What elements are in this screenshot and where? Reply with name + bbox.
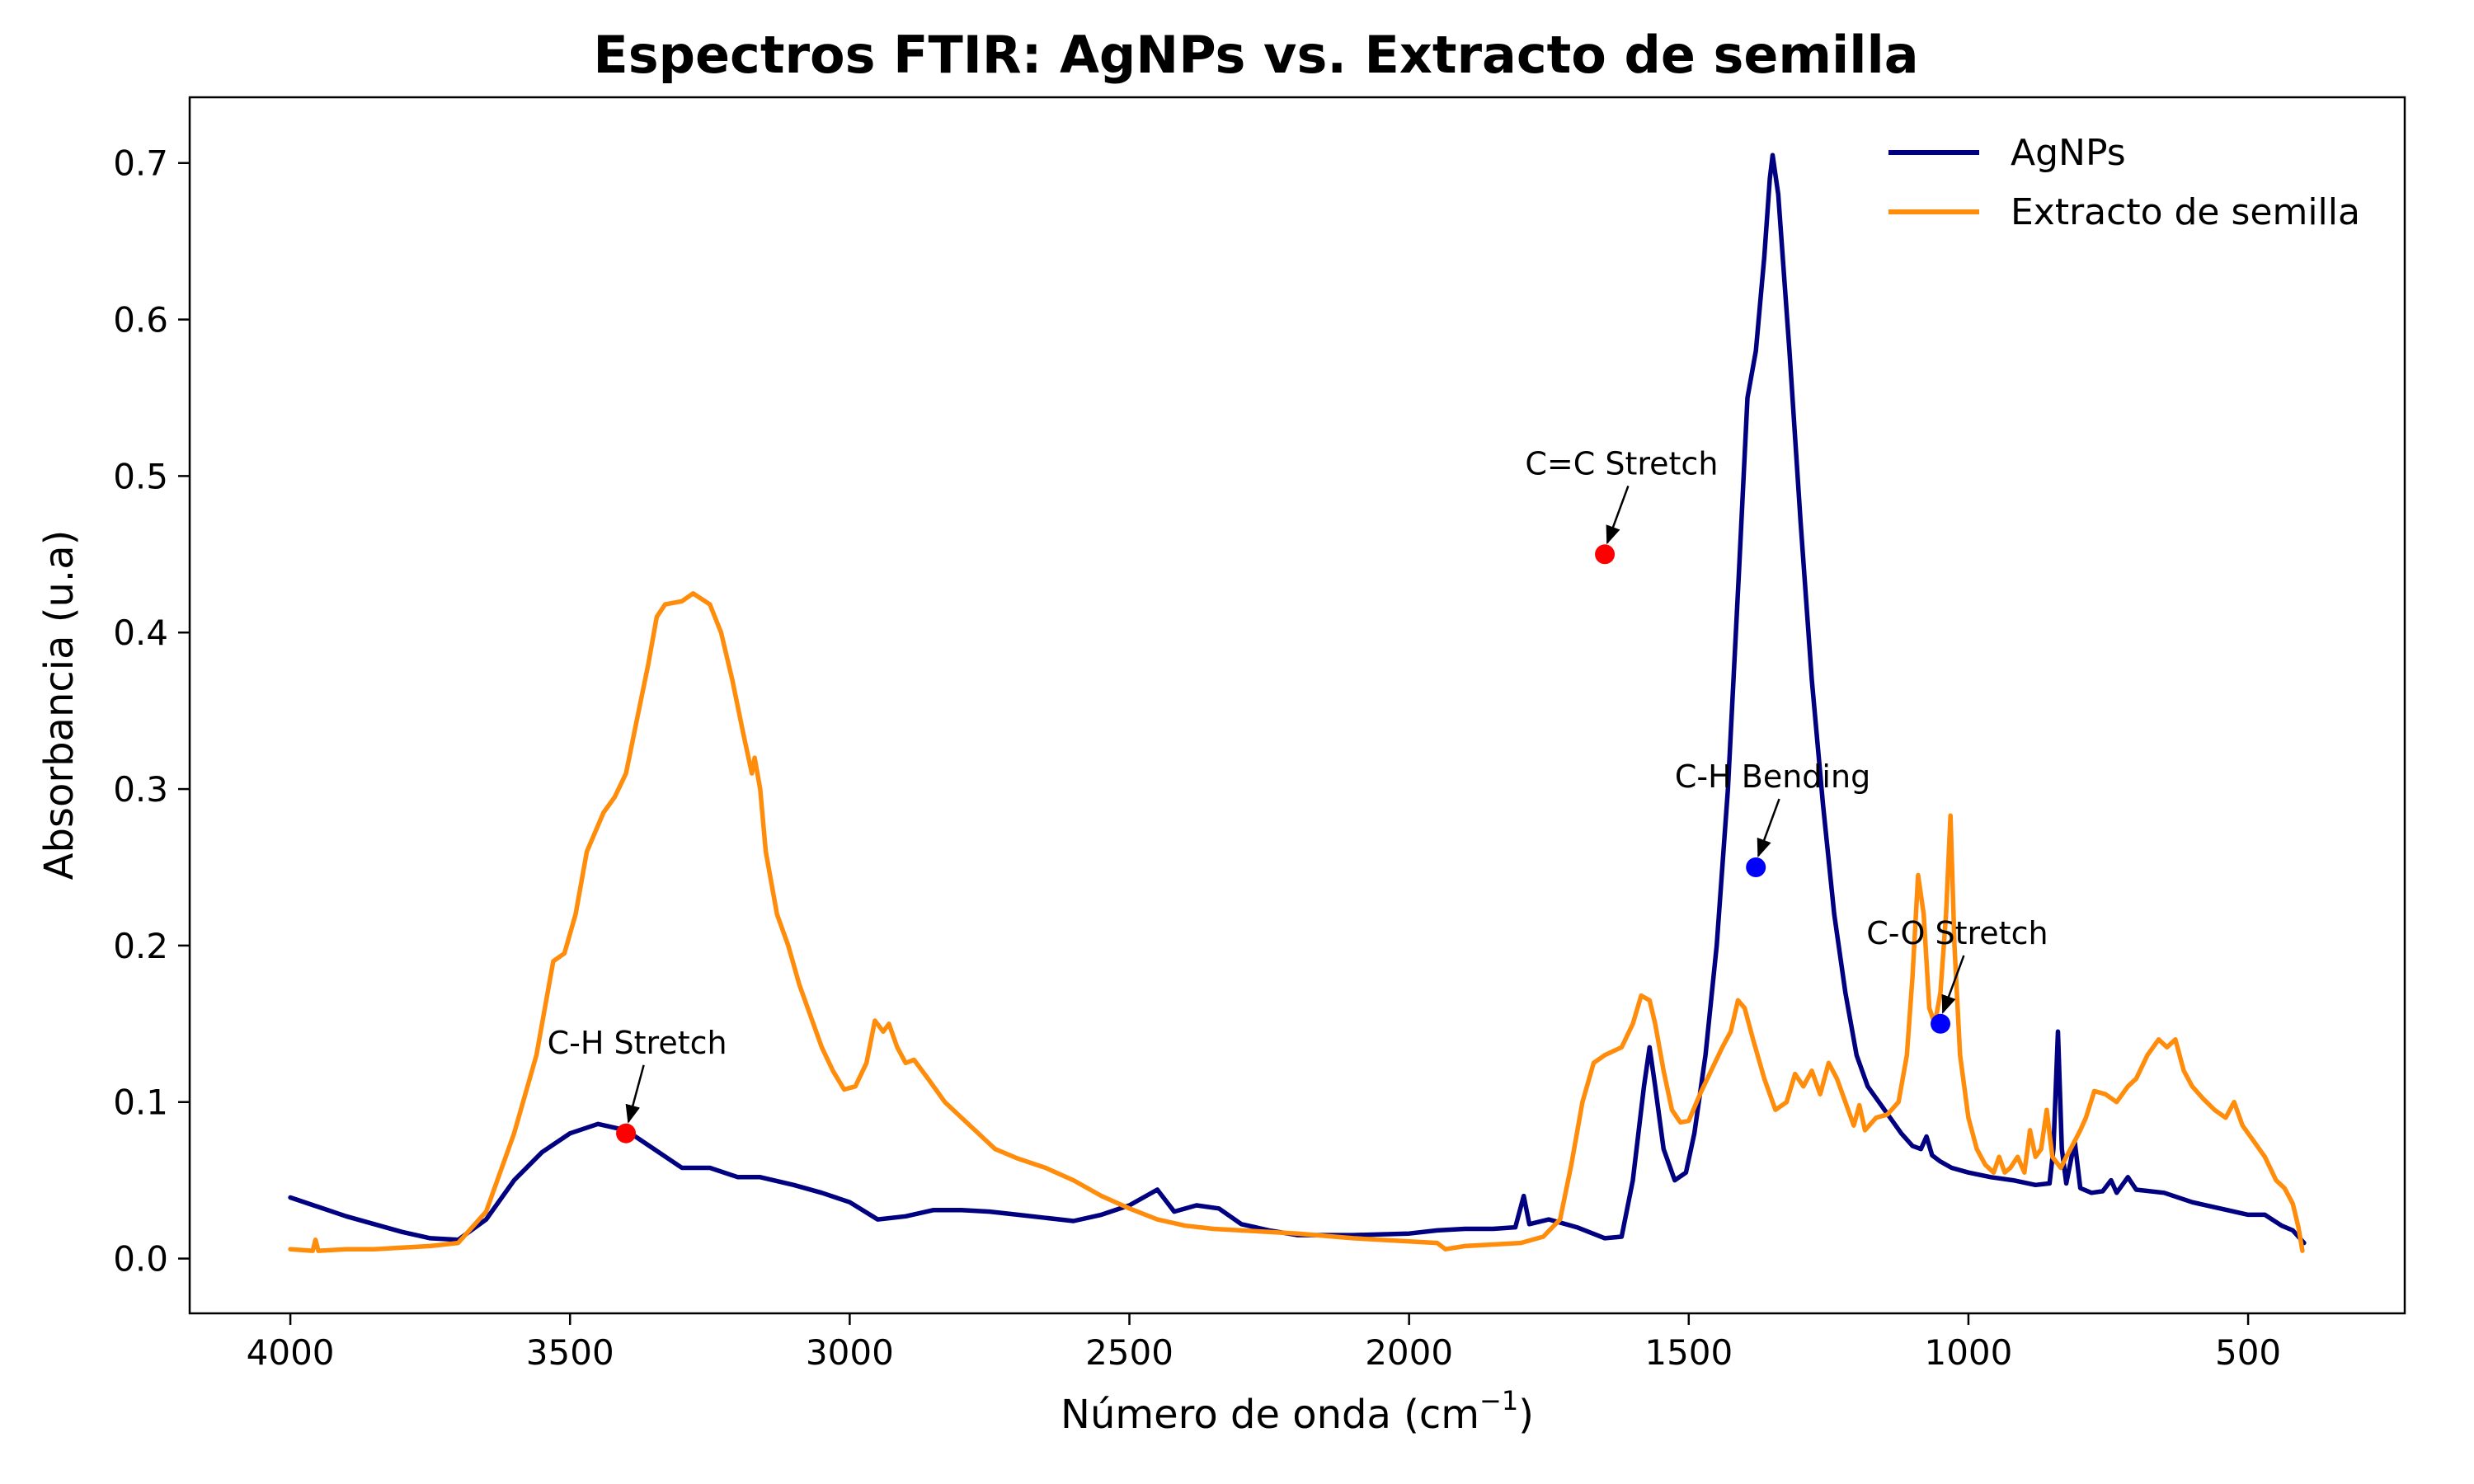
y-tick-label-6: 0.6 <box>113 300 168 340</box>
annotation-point-0 <box>616 1123 637 1144</box>
series-line-0 <box>288 153 2307 1246</box>
legend-label-agnps: AgNPs <box>2011 132 2126 174</box>
x-tick-label-2: 3000 <box>806 1332 894 1373</box>
x-axis-label-superscript: −1 <box>1479 1385 1518 1416</box>
chart-title: Espectros FTIR: AgNPs vs. Extracto de se… <box>593 25 1918 85</box>
annotation-point-1 <box>1595 544 1616 565</box>
y-axis-ticks: 0.0 0.1 0.2 0.3 0.4 0.5 0.6 0.7 <box>113 143 190 1280</box>
x-axis-ticks: 4000 3500 3000 2500 2000 1500 1000 500 <box>247 1313 2281 1373</box>
annotation-arrow-3 <box>1941 955 1965 1014</box>
series-line-1 <box>288 591 2305 1253</box>
x-axis-label-tail: ) <box>1518 1392 1534 1438</box>
annotation-arrow-2 <box>1757 798 1780 858</box>
y-tick-label-2: 0.2 <box>113 926 168 966</box>
annotation-arrow-1 <box>1606 485 1630 545</box>
x-tick-label-0: 4000 <box>247 1332 335 1373</box>
y-tick-label-1: 0.1 <box>113 1082 168 1123</box>
x-tick-label-1: 3500 <box>526 1332 614 1373</box>
y-tick-label-7: 0.7 <box>113 143 168 184</box>
x-tick-label-4: 2000 <box>1365 1332 1453 1373</box>
legend-label-extracto: Extracto de semilla <box>2011 191 2360 233</box>
annotation-point-2 <box>1746 857 1766 877</box>
x-tick-label-5: 1500 <box>1644 1332 1733 1373</box>
x-tick-label-6: 1000 <box>1924 1332 2012 1373</box>
y-tick-label-4: 0.4 <box>113 613 168 653</box>
annotations-layer: C-H Stretch C=C Stretch C-H Bending C-O Str… <box>548 445 2048 1144</box>
x-axis-label: Número de onda (cm−1) <box>1061 1385 1534 1438</box>
annotation-label-1: C=C Stretch <box>1525 445 1718 481</box>
x-tick-label-7: 500 <box>2215 1332 2281 1373</box>
x-axis-label-main: Número de onda (cm <box>1061 1392 1479 1438</box>
x-tick-label-3: 2500 <box>1085 1332 1174 1373</box>
annotation-arrow-0 <box>625 1064 645 1124</box>
series-layer <box>288 153 2307 1253</box>
y-tick-label-0: 0.0 <box>113 1239 168 1280</box>
y-tick-label-3: 0.3 <box>113 769 168 810</box>
plot-frame <box>188 96 2406 1315</box>
annotation-label-2: C-H Bending <box>1675 758 1870 795</box>
y-axis-label: Absorbancia (u.a) <box>36 530 82 881</box>
y-tick-label-5: 0.5 <box>113 456 168 496</box>
legend: AgNPs Extracto de semilla <box>1888 132 2360 233</box>
annotation-label-3: C-O Stretch <box>1866 915 2048 951</box>
annotation-point-3 <box>1931 1013 1951 1034</box>
annotation-label-0: C-H Stretch <box>548 1025 727 1061</box>
